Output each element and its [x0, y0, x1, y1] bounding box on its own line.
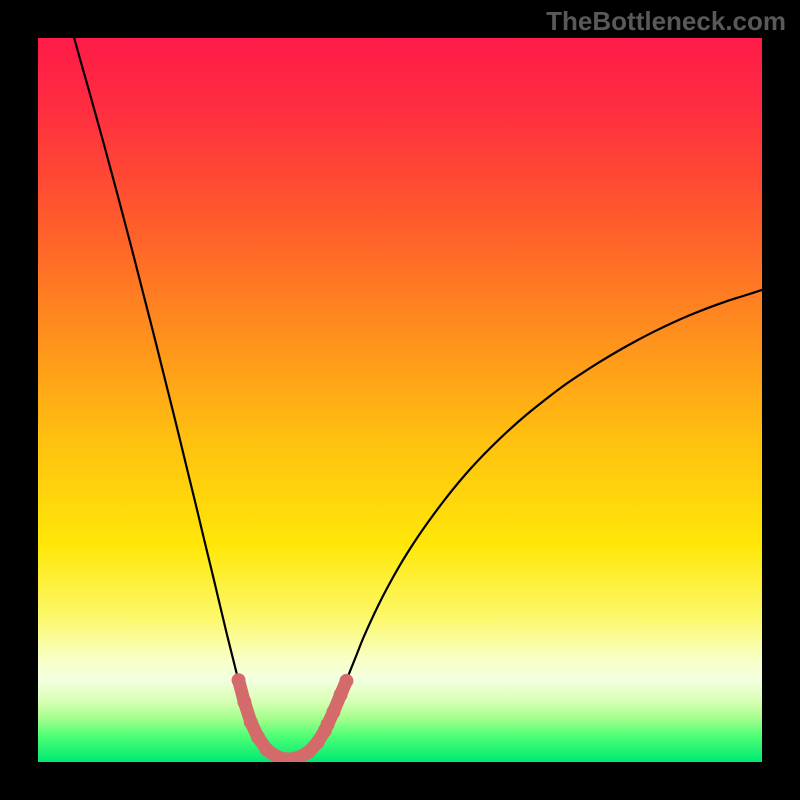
- dot-overlay-marker: [310, 735, 324, 749]
- dot-overlay-marker: [232, 673, 246, 687]
- dot-overlay-marker: [237, 695, 251, 709]
- chart-svg: [0, 0, 800, 800]
- dot-overlay-marker: [334, 688, 348, 702]
- plot-area: [0, 0, 800, 800]
- dot-overlay-marker: [321, 717, 335, 731]
- dot-overlay-marker: [251, 730, 265, 744]
- gradient-background: [38, 38, 762, 762]
- dot-overlay-marker: [244, 715, 258, 729]
- dot-overlay-marker: [326, 705, 340, 719]
- chart-outer-frame: TheBottleneck.com: [0, 0, 800, 800]
- dot-overlay-marker: [339, 674, 353, 688]
